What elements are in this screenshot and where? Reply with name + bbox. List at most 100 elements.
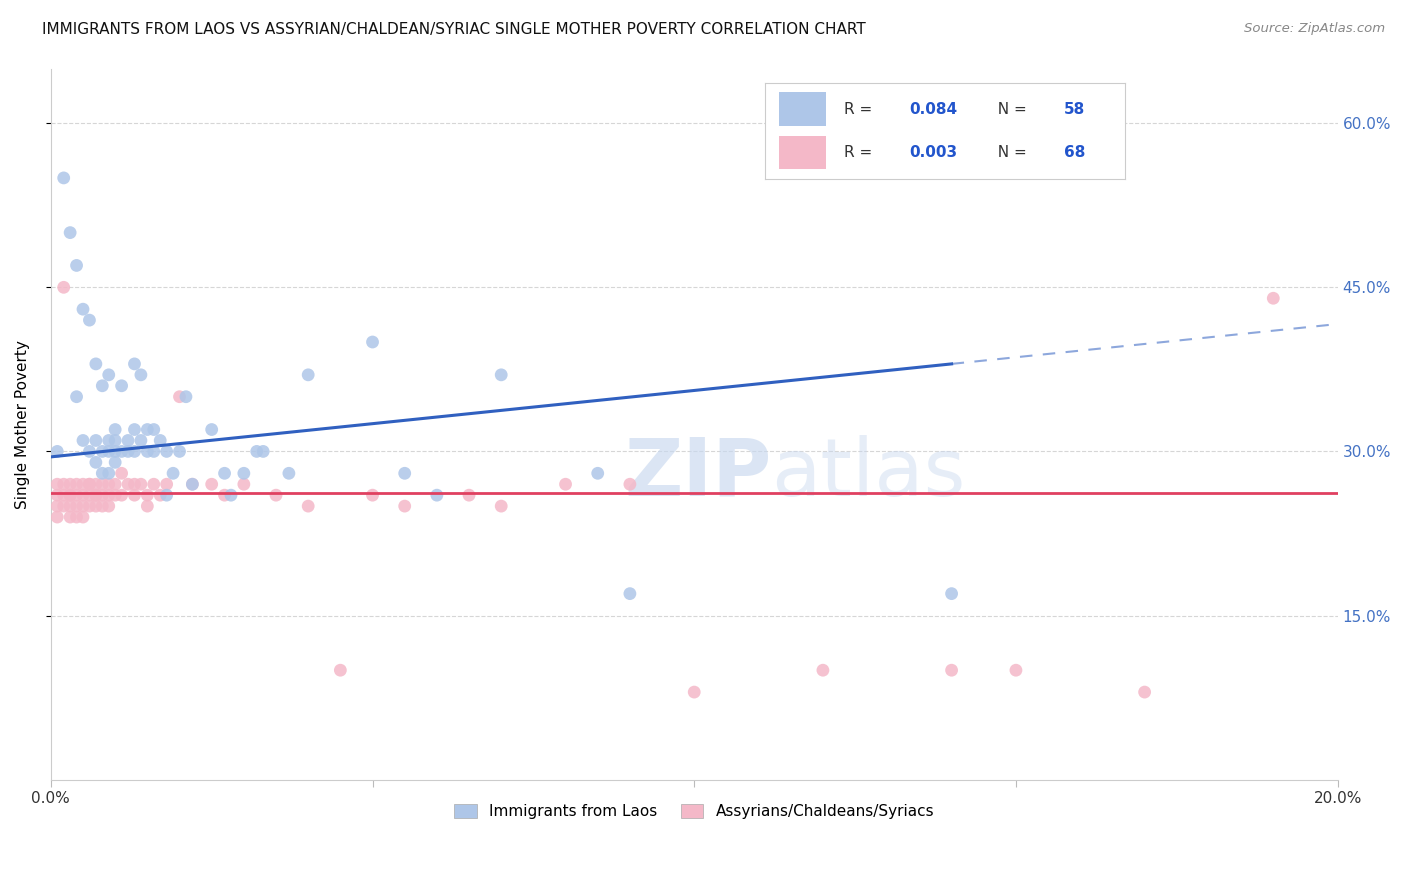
Point xyxy=(489,368,512,382)
Point xyxy=(91,499,114,513)
Point xyxy=(84,477,107,491)
Point xyxy=(110,488,132,502)
Legend: Immigrants from Laos, Assyrians/Chaldeans/Syriacs: Immigrants from Laos, Assyrians/Chaldean… xyxy=(449,797,941,825)
Point xyxy=(361,334,384,349)
Point xyxy=(124,444,146,458)
Point xyxy=(46,488,69,502)
Point xyxy=(329,663,352,677)
Point xyxy=(46,510,69,524)
Point xyxy=(149,434,172,448)
Point xyxy=(59,477,82,491)
Point xyxy=(117,477,139,491)
Text: Source: ZipAtlas.com: Source: ZipAtlas.com xyxy=(1244,22,1385,36)
Point xyxy=(59,488,82,502)
Point xyxy=(97,488,120,502)
Point xyxy=(297,499,319,513)
Point xyxy=(84,499,107,513)
Point xyxy=(124,477,146,491)
Point xyxy=(162,467,184,481)
Text: IMMIGRANTS FROM LAOS VS ASSYRIAN/CHALDEAN/SYRIAC SINGLE MOTHER POVERTY CORRELATI: IMMIGRANTS FROM LAOS VS ASSYRIAN/CHALDEA… xyxy=(42,22,866,37)
Point xyxy=(181,477,204,491)
Point xyxy=(52,488,75,502)
Point xyxy=(91,477,114,491)
Point xyxy=(65,510,87,524)
Point xyxy=(59,226,82,240)
Point xyxy=(104,477,127,491)
Point xyxy=(458,488,481,502)
Point xyxy=(46,477,69,491)
Point xyxy=(277,467,299,481)
Point xyxy=(59,488,82,502)
Point xyxy=(79,313,101,327)
Point xyxy=(142,444,165,458)
Point xyxy=(52,280,75,294)
Y-axis label: Single Mother Poverty: Single Mother Poverty xyxy=(15,340,30,508)
Point xyxy=(156,444,179,458)
Point xyxy=(72,499,94,513)
Point xyxy=(65,499,87,513)
Point xyxy=(232,477,254,491)
Point xyxy=(124,423,146,437)
Point xyxy=(264,488,287,502)
Point xyxy=(214,467,236,481)
Point xyxy=(59,510,82,524)
Point xyxy=(84,488,107,502)
Point xyxy=(136,423,159,437)
Point xyxy=(72,302,94,317)
Point xyxy=(52,499,75,513)
Point xyxy=(79,444,101,458)
Point xyxy=(1263,291,1285,305)
Point xyxy=(72,434,94,448)
Point xyxy=(124,488,146,502)
Point xyxy=(941,663,963,677)
Point xyxy=(91,467,114,481)
Point xyxy=(142,477,165,491)
Point xyxy=(169,444,191,458)
Point xyxy=(97,368,120,382)
Point xyxy=(52,477,75,491)
Point xyxy=(79,499,101,513)
Point xyxy=(297,368,319,382)
Text: atlas: atlas xyxy=(772,434,966,513)
Point xyxy=(97,467,120,481)
Point xyxy=(59,499,82,513)
Point xyxy=(156,477,179,491)
Point xyxy=(129,477,152,491)
Point xyxy=(136,499,159,513)
Point xyxy=(136,444,159,458)
Point xyxy=(181,477,204,491)
Point xyxy=(619,587,641,601)
Point xyxy=(97,499,120,513)
Point xyxy=(117,434,139,448)
Point xyxy=(156,488,179,502)
Point xyxy=(201,477,224,491)
Text: ZIP: ZIP xyxy=(624,434,772,513)
Point xyxy=(361,488,384,502)
Point xyxy=(811,663,834,677)
Point xyxy=(149,488,172,502)
Point xyxy=(110,467,132,481)
Point xyxy=(489,499,512,513)
Point xyxy=(117,444,139,458)
Point xyxy=(232,467,254,481)
Point xyxy=(104,455,127,469)
Point xyxy=(246,444,269,458)
Point xyxy=(91,444,114,458)
Point xyxy=(84,488,107,502)
Point xyxy=(201,423,224,437)
Point xyxy=(65,390,87,404)
Point xyxy=(97,434,120,448)
Point xyxy=(104,423,127,437)
Point xyxy=(65,259,87,273)
Point xyxy=(110,378,132,392)
Point xyxy=(1133,685,1156,699)
Point xyxy=(169,390,191,404)
Point xyxy=(174,390,197,404)
Point xyxy=(84,434,107,448)
Point xyxy=(586,467,609,481)
Point xyxy=(214,488,236,502)
Point xyxy=(252,444,274,458)
Point xyxy=(79,477,101,491)
Point xyxy=(941,587,963,601)
Point xyxy=(554,477,576,491)
